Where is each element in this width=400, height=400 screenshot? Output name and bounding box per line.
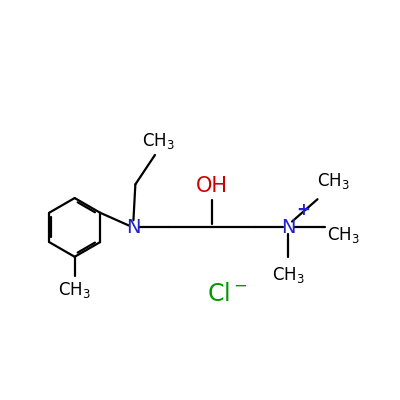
Text: +: +: [296, 201, 310, 219]
Text: CH$_3$: CH$_3$: [272, 265, 304, 285]
Text: CH$_3$: CH$_3$: [142, 131, 175, 151]
Text: N: N: [126, 218, 141, 237]
Text: CH$_3$: CH$_3$: [317, 171, 350, 191]
Text: CH$_3$: CH$_3$: [326, 225, 359, 245]
Text: CH$_3$: CH$_3$: [58, 280, 91, 300]
Text: OH: OH: [196, 176, 228, 196]
Text: N: N: [281, 218, 295, 237]
Text: Cl$^-$: Cl$^-$: [207, 282, 248, 306]
